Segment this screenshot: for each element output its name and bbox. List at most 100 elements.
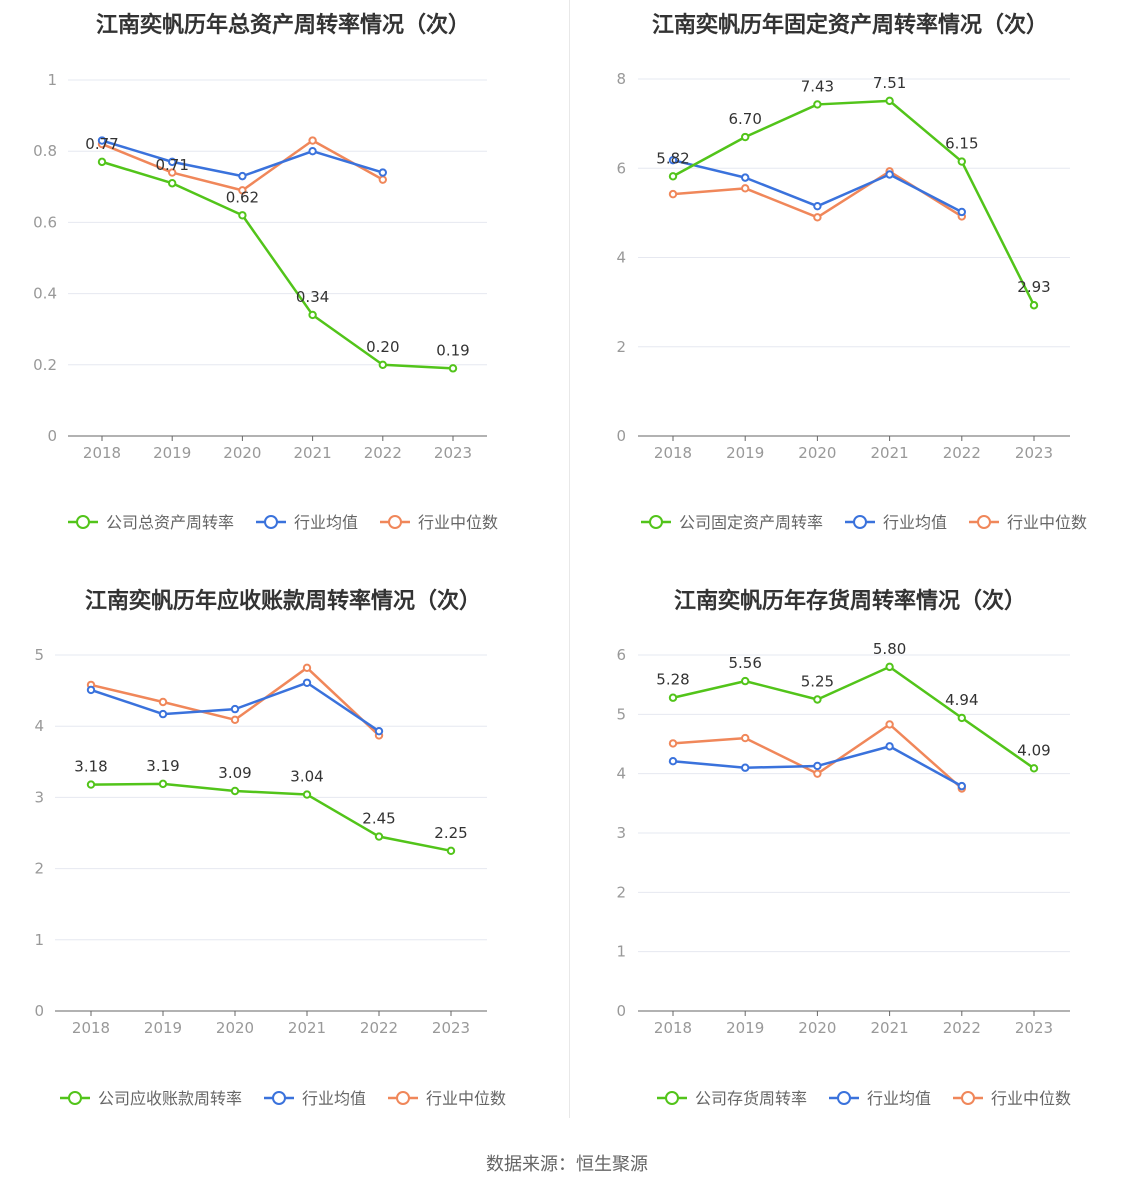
- y-tick-label: 0.6: [33, 213, 57, 231]
- legend-item-company[interactable]: 公司固定资产周转率: [641, 513, 823, 532]
- series-line-company: [672, 99, 1036, 306]
- data-label: 0.34: [296, 288, 329, 306]
- x-tick-label: 2020: [223, 444, 261, 462]
- data-point-average: [741, 763, 750, 772]
- legend-marker: [388, 515, 402, 529]
- data-label: 2.45: [362, 810, 395, 828]
- data-point-median: [308, 136, 317, 145]
- data-point-average: [885, 170, 894, 179]
- x-tick-label: 2018: [72, 1019, 110, 1037]
- legend-marker: [76, 515, 90, 529]
- data-label: 4.94: [945, 691, 978, 709]
- y-tick-label: 6: [616, 646, 626, 664]
- chart-svg: 江南奕帆历年存货周转率情况（次） 0 1 2 3 4 5 6 2018 2019 2020 2021 2…: [616, 588, 1071, 1108]
- y-tick-label: 5: [616, 705, 626, 723]
- legend-label: 行业中位数: [1007, 513, 1087, 532]
- data-point-average: [813, 201, 822, 211]
- data-label: 2.93: [1017, 278, 1050, 296]
- y-tick-label: 4: [616, 249, 626, 267]
- x-tick-label: 2018: [654, 1019, 692, 1037]
- data-point-company: [158, 779, 168, 789]
- data-point-average: [813, 761, 822, 771]
- legend-item-median[interactable]: 行业中位数: [388, 1089, 506, 1108]
- legend-label: 行业均值: [867, 1089, 931, 1108]
- y-tick-label: 3: [616, 824, 626, 842]
- data-point-company: [308, 310, 317, 320]
- x-tick-label: 2022: [943, 444, 981, 462]
- legend-item-median[interactable]: 行业中位数: [380, 513, 498, 532]
- x-tick-label: 2018: [83, 444, 121, 462]
- legend-label: 公司总资产周转率: [106, 513, 234, 532]
- data-point-average: [668, 757, 678, 766]
- x-tick-label: 2023: [1015, 444, 1053, 462]
- data-point-average: [378, 168, 387, 177]
- data-point-average: [374, 726, 384, 736]
- legend-label: 公司存货周转率: [695, 1089, 807, 1108]
- data-point-company: [813, 100, 822, 109]
- data-point-median: [668, 739, 678, 748]
- data-label: 3.18: [74, 758, 107, 776]
- legend-marker: [264, 515, 278, 529]
- legend-item-median[interactable]: 行业中位数: [953, 1089, 1071, 1108]
- legend-item-company[interactable]: 公司总资产周转率: [68, 513, 234, 532]
- y-tick-label: 2: [616, 883, 626, 901]
- data-point-median: [378, 175, 387, 184]
- data-label: 7.43: [801, 77, 834, 95]
- data-point-median: [813, 769, 822, 778]
- y-tick-label: 6: [616, 159, 626, 177]
- series-line-company: [90, 782, 452, 853]
- data-point-company: [230, 786, 240, 796]
- data-point-average: [308, 147, 317, 156]
- data-label: 0.19: [436, 341, 469, 359]
- data-point-company: [885, 662, 894, 672]
- data-point-median: [158, 697, 168, 707]
- data-point-median: [741, 733, 750, 743]
- legend-item-average[interactable]: 行业均值: [829, 1089, 931, 1108]
- data-point-average: [86, 685, 96, 695]
- chart-svg: 江南奕帆历年总资产周转率情况（次） 0 0.2 0.4 0.6 0.8 1 2018 2019 2…: [33, 12, 498, 532]
- data-point-average: [158, 709, 168, 719]
- legend-label: 行业均值: [883, 513, 947, 532]
- legend-item-company[interactable]: 公司存货周转率: [657, 1089, 807, 1108]
- data-label: 4.09: [1017, 741, 1050, 759]
- legend-marker: [837, 1091, 851, 1105]
- legend-item-average[interactable]: 行业均值: [256, 513, 358, 532]
- data-point-company: [238, 211, 247, 220]
- legend-marker: [853, 515, 867, 529]
- series-line-company: [101, 160, 454, 370]
- series-line-company: [672, 665, 1035, 770]
- data-point-average: [957, 207, 966, 217]
- y-tick-label: 2: [34, 860, 44, 878]
- data-point-company: [302, 790, 312, 799]
- legend-item-average[interactable]: 行业均值: [845, 513, 947, 532]
- chart-panel-inventory-turnover: 江南奕帆历年存货周转率情况（次） 0 1 2 3 4 5 6 2018 2019 2020 2021 2…: [567, 574, 1134, 1148]
- data-point-company: [957, 713, 966, 723]
- data-label: 5.80: [873, 640, 906, 658]
- legend-item-median[interactable]: 行业中位数: [969, 513, 1087, 532]
- x-tick-label: 2020: [798, 1019, 836, 1037]
- data-point-median: [668, 189, 678, 199]
- y-tick-label: 0: [47, 427, 57, 445]
- chart-title: 江南奕帆历年存货周转率情况（次）: [674, 588, 1026, 614]
- data-point-average: [238, 171, 247, 181]
- y-tick-label: 5: [34, 646, 44, 664]
- legend-item-average[interactable]: 行业均值: [264, 1089, 366, 1108]
- data-point-average: [168, 157, 177, 167]
- data-point-median: [302, 663, 312, 673]
- data-label: 5.82: [656, 149, 689, 167]
- legend-marker: [649, 515, 663, 529]
- x-tick-label: 2020: [216, 1019, 254, 1037]
- y-tick-label: 2: [616, 338, 626, 356]
- y-tick-label: 4: [616, 765, 626, 783]
- data-point-company: [448, 364, 458, 373]
- x-tick-label: 2019: [726, 444, 764, 462]
- data-label: 5.28: [656, 671, 689, 689]
- series-line-median: [672, 723, 963, 790]
- data-point-company: [168, 179, 177, 188]
- x-tick-label: 2019: [153, 444, 191, 462]
- legend-item-company[interactable]: 公司应收账款周转率: [60, 1089, 242, 1108]
- data-point-median: [885, 720, 894, 729]
- data-point-average: [302, 678, 312, 687]
- legend-marker: [977, 515, 991, 529]
- data-label: 7.51: [873, 74, 906, 92]
